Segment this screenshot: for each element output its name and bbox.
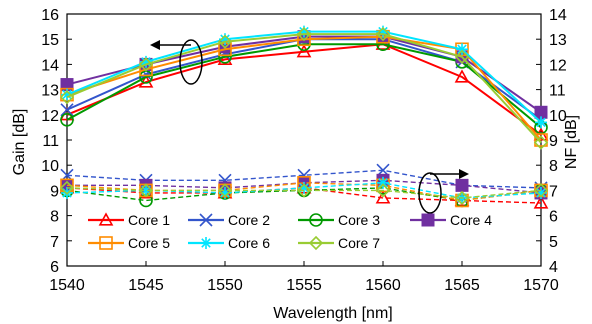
legend-marker-core-2 (199, 213, 213, 227)
legend-label-core-4: Core 4 (450, 212, 492, 228)
x-axis-label: Wavelength [nm] (273, 305, 392, 322)
nf-line-core-7 (66, 187, 542, 199)
y2-tick-label: 7 (549, 183, 558, 200)
gain-point-core-6-stroke (62, 89, 72, 100)
legend-marker-core-5 (99, 236, 113, 250)
gain-point-core-6-stroke (457, 44, 467, 55)
gain-line-core-4 (66, 35, 542, 114)
gain-point-core-2 (60, 103, 74, 117)
y-tick-label: 13 (41, 83, 59, 100)
y2-tick-label: 13 (549, 32, 567, 49)
axis-arrows (150, 39, 469, 214)
gain-series-group (59, 25, 549, 150)
nf-series-group (59, 163, 549, 209)
y-tick-label: 6 (50, 259, 59, 276)
gain-point-core-6 (456, 43, 468, 56)
y2-tick-label: 11 (549, 83, 566, 100)
y2-tick-label: 4 (549, 259, 558, 276)
y-tick-label: 14 (41, 57, 59, 74)
nf-point-core-7 (533, 183, 549, 198)
gain-point-core-7 (375, 27, 391, 42)
nf-axis-arrowhead (459, 169, 469, 179)
gain-point-core-1 (454, 69, 470, 83)
gain-point-core-5 (534, 133, 548, 147)
gain-point-core-7 (533, 135, 549, 150)
gain-point-core-7 (217, 34, 233, 49)
x-tick-label: 1540 (49, 277, 85, 294)
legend-label-core-3: Core 3 (338, 212, 380, 228)
gain-point-core-7 (59, 90, 75, 105)
legend-label-core-7: Core 7 (338, 235, 380, 251)
gain-line-core-7 (66, 33, 542, 144)
gain-line-core-1 (66, 43, 542, 136)
gain-point-core-1 (296, 44, 312, 58)
y2-tick-label: 5 (549, 234, 558, 251)
nf-point-core-7 (454, 190, 470, 206)
legend-marker-core-3 (309, 213, 323, 227)
y2-tick-label: 10 (549, 108, 567, 125)
gain-point-core-1 (217, 51, 233, 65)
nf-point-core-1 (533, 195, 549, 209)
legend-marker-core-1 (98, 212, 114, 226)
y2-tick-label: 14 (549, 7, 567, 24)
gain-point-core-7 (296, 27, 312, 42)
y-tick-label: 12 (41, 108, 59, 125)
x-tick-label: 1550 (207, 277, 243, 294)
tick-labels: 1540 1545 1550 1555 1560 1565 1570678910111213… (41, 7, 567, 294)
legend-marker-core-4 (421, 213, 435, 227)
y2-axis-label: NF [dB] (563, 115, 580, 169)
legend-marker-core-2-stroke (199, 213, 213, 227)
legend-marker-core-6-stroke (201, 238, 211, 248)
y2-tick-label: 12 (549, 57, 567, 74)
y2-tick-label: 6 (549, 209, 558, 226)
nf-point-core-7 (59, 180, 75, 196)
nf-point-core-4 (455, 178, 469, 192)
y2-tick-label: 9 (549, 133, 558, 150)
gain-point-core-7 (454, 49, 470, 64)
gain-point-core-6 (535, 116, 547, 129)
y-tick-label: 15 (41, 32, 59, 49)
y2-tick-label: 8 (549, 158, 558, 175)
nf-point-core-7 (217, 183, 233, 198)
nf-point-core-7 (296, 183, 312, 198)
y-tick-label: 9 (50, 183, 59, 200)
y-tick-label: 7 (50, 234, 59, 251)
nf-point-core-6-stroke (378, 178, 388, 188)
gain-point-core-7 (138, 57, 154, 72)
x-tick-label: 1545 (128, 277, 164, 294)
nf-point-core-6 (377, 176, 389, 189)
legend-label-core-5: Core 5 (128, 235, 170, 251)
gain-point-core-6-stroke (536, 117, 546, 128)
x-tick-label: 1570 (523, 277, 559, 294)
legend-label-core-6: Core 6 (228, 235, 270, 251)
y-tick-label: 16 (41, 7, 59, 24)
legend-marker-core-6 (200, 237, 212, 249)
x-tick-label: 1565 (444, 277, 480, 294)
y-axis-label: Gain [dB] (11, 109, 28, 176)
nf-point-core-1 (375, 190, 391, 204)
nf-point-core-7 (138, 183, 154, 198)
legend-marker-core-7 (308, 235, 324, 251)
legend-label-core-1: Core 1 (128, 212, 170, 228)
nf-point-core-7 (375, 183, 391, 198)
legend-label-core-2: Core 2 (228, 212, 270, 228)
nf-axis-loop (418, 172, 442, 214)
y-tick-label: 11 (42, 133, 59, 150)
y-tick-label: 10 (41, 158, 59, 175)
x-tick-label: 1560 (365, 277, 401, 294)
gain-axis-arrowhead (150, 40, 160, 50)
gain-axis-loop (179, 39, 203, 85)
gain-point-core-2-stroke (60, 103, 74, 117)
gain-point-core-3 (60, 113, 74, 127)
y-tick-label: 8 (50, 209, 59, 226)
chart-legend: Core 1 Core 2 Core 3 Core 4 Core 5 Core 6 Core… (88, 212, 492, 251)
x-tick-label: 1555 (286, 277, 322, 294)
nf-point-core-6-stroke (536, 188, 546, 198)
